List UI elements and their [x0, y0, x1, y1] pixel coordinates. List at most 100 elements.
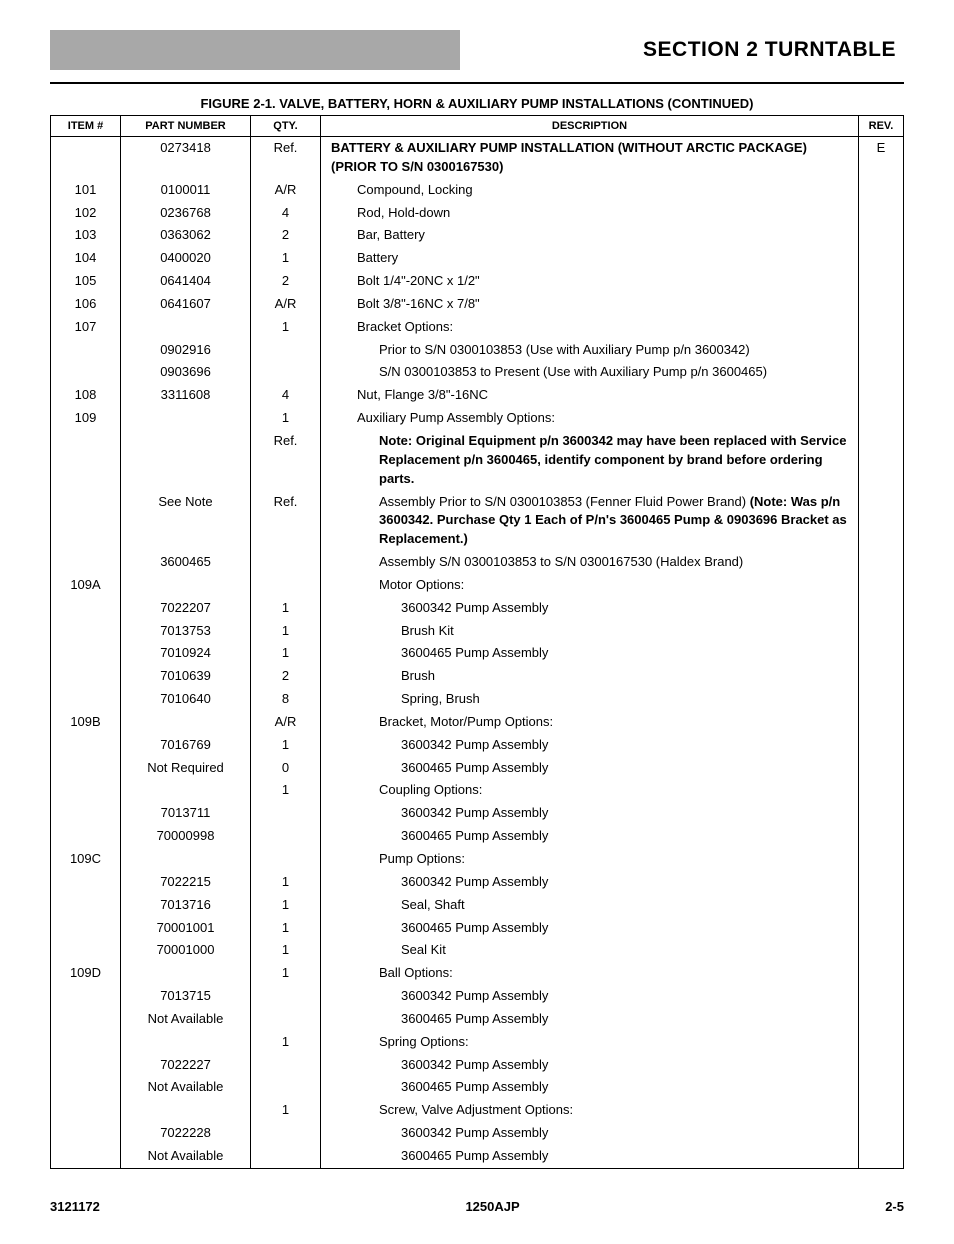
cell-item	[51, 1076, 121, 1099]
cell-part	[121, 711, 251, 734]
cell-rev	[859, 779, 904, 802]
table-row: 10202367684Rod, Hold-down	[51, 202, 904, 225]
cell-part	[121, 962, 251, 985]
table-row: Not Available3600465 Pump Assembly	[51, 1008, 904, 1031]
cell-desc: Coupling Options:	[321, 779, 859, 802]
cell-part: 0273418	[121, 137, 251, 179]
col-header-qty: QTY.	[251, 116, 321, 137]
cell-desc: Bracket, Motor/Pump Options:	[321, 711, 859, 734]
cell-item	[51, 1122, 121, 1145]
cell-part	[121, 848, 251, 871]
cell-rev	[859, 688, 904, 711]
table-row: Not Available3600465 Pump Assembly	[51, 1076, 904, 1099]
cell-item	[51, 871, 121, 894]
footer-center: 1250AJP	[465, 1199, 519, 1214]
table-row: 7000100113600465 Pump Assembly	[51, 917, 904, 940]
cell-item	[51, 917, 121, 940]
cell-qty	[251, 848, 321, 871]
cell-item	[51, 339, 121, 362]
col-header-part: PART NUMBER	[121, 116, 251, 137]
cell-desc: 3600342 Pump Assembly	[321, 1054, 859, 1077]
cell-qty: Ref.	[251, 491, 321, 552]
cell-qty: 2	[251, 270, 321, 293]
table-row: 0903696S/N 0300103853 to Present (Use wi…	[51, 361, 904, 384]
cell-item	[51, 894, 121, 917]
cell-desc: Note: Original Equipment p/n 3600342 may…	[321, 430, 859, 491]
table-row: 109CPump Options:	[51, 848, 904, 871]
cell-rev	[859, 270, 904, 293]
cell-qty: 1	[251, 1031, 321, 1054]
cell-rev	[859, 293, 904, 316]
cell-qty	[251, 574, 321, 597]
cell-item: 105	[51, 270, 121, 293]
cell-qty: 1	[251, 939, 321, 962]
cell-qty: A/R	[251, 711, 321, 734]
cell-desc: Seal, Shaft	[321, 894, 859, 917]
cell-part: 7010640	[121, 688, 251, 711]
cell-qty: 1	[251, 407, 321, 430]
table-row: 7022228 3600342 Pump Assembly	[51, 1122, 904, 1145]
cell-rev	[859, 1008, 904, 1031]
cell-item	[51, 1145, 121, 1168]
figure-title: FIGURE 2-1. VALVE, BATTERY, HORN & AUXIL…	[50, 96, 904, 111]
cell-item	[51, 802, 121, 825]
cell-desc: 3600342 Pump Assembly	[321, 985, 859, 1008]
cell-part	[121, 430, 251, 491]
parts-table: ITEM # PART NUMBER QTY. DESCRIPTION REV.…	[50, 115, 904, 1169]
cell-qty: 1	[251, 247, 321, 270]
cell-desc: 3600465 Pump Assembly	[321, 1008, 859, 1031]
cell-qty: 1	[251, 962, 321, 985]
cell-part	[121, 1031, 251, 1054]
cell-rev	[859, 985, 904, 1008]
cell-part: 7022228	[121, 1122, 251, 1145]
cell-part: See Note	[121, 491, 251, 552]
table-row: 109BA/RBracket, Motor/Pump Options:	[51, 711, 904, 734]
cell-rev	[859, 491, 904, 552]
cell-qty	[251, 551, 321, 574]
table-row: 70106408Spring, Brush	[51, 688, 904, 711]
cell-desc: 3600465 Pump Assembly	[321, 1076, 859, 1099]
cell-part: 0236768	[121, 202, 251, 225]
col-header-rev: REV.	[859, 116, 904, 137]
cell-rev	[859, 620, 904, 643]
cell-desc: 3600342 Pump Assembly	[321, 1122, 859, 1145]
table-row: Not Available3600465 Pump Assembly	[51, 1145, 904, 1168]
cell-desc: Assembly Prior to S/N 0300103853 (Fenner…	[321, 491, 859, 552]
cell-item	[51, 1054, 121, 1077]
cell-rev	[859, 917, 904, 940]
cell-desc: Motor Options:	[321, 574, 859, 597]
cell-item	[51, 491, 121, 552]
cell-qty	[251, 1145, 321, 1168]
cell-rev	[859, 802, 904, 825]
cell-desc: Spring, Brush	[321, 688, 859, 711]
cell-qty: 1	[251, 316, 321, 339]
cell-desc: 3600465 Pump Assembly	[321, 642, 859, 665]
cell-item: 101	[51, 179, 121, 202]
cell-part	[121, 574, 251, 597]
cell-item: 104	[51, 247, 121, 270]
table-row: 701092413600465 Pump Assembly	[51, 642, 904, 665]
cell-qty: 2	[251, 665, 321, 688]
table-row: 1Screw, Valve Adjustment Options:	[51, 1099, 904, 1122]
cell-rev	[859, 711, 904, 734]
cell-item	[51, 665, 121, 688]
cell-item	[51, 1031, 121, 1054]
cell-item	[51, 939, 121, 962]
table-row: 1060641607A/RBolt 3/8"-16NC x 7/8"	[51, 293, 904, 316]
table-row: 10303630622Bar, Battery	[51, 224, 904, 247]
cell-rev	[859, 848, 904, 871]
footer-right: 2-5	[885, 1199, 904, 1214]
cell-qty	[251, 825, 321, 848]
cell-qty: 0	[251, 757, 321, 780]
cell-qty: 1	[251, 871, 321, 894]
cell-rev	[859, 665, 904, 688]
cell-qty: 1	[251, 642, 321, 665]
cell-item	[51, 361, 121, 384]
table-row: Not Required03600465 Pump Assembly	[51, 757, 904, 780]
header-bar: SECTION 2 TURNTABLE	[50, 30, 904, 70]
cell-qty	[251, 802, 321, 825]
cell-part: 0641607	[121, 293, 251, 316]
cell-part: 70000998	[121, 825, 251, 848]
table-row: 10833116084Nut, Flange 3/8"-16NC	[51, 384, 904, 407]
cell-qty: 1	[251, 894, 321, 917]
